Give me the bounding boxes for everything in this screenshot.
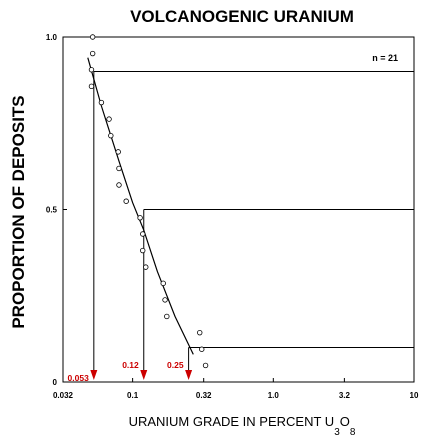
data-point [115,149,121,155]
data-point [199,346,205,352]
x-axis-label-sub1: 3 [334,427,340,438]
x-tick-label: 1.0 [268,391,280,400]
data-point [98,99,105,106]
data-point [160,280,166,287]
x-tick-label: 0.1 [127,391,139,400]
y-tick-label: 0 [53,378,58,387]
x-axis-label-sub2: 8 [350,427,356,438]
data-point [202,362,209,369]
data-point [123,198,129,204]
x-ticks: 0.032 0.1 0.32 1.0 3.2 10 [53,378,419,400]
data-point [89,34,96,40]
data-point [164,313,170,320]
data-point [137,215,143,221]
y-axis-label: PROPORTION OF DEPOSITS [9,95,28,328]
data-points [88,34,209,369]
x-axis-label-mid: O [340,414,350,429]
data-point [88,67,95,73]
reference-lines: 0.053 0.12 0.25 [68,71,414,383]
chart-title: VOLCANOGENIC URANIUM [130,7,354,26]
data-point [140,247,146,254]
reference-grade-label: 0.25 [167,360,184,370]
data-point [106,116,112,122]
arrow-down-icon [140,370,148,380]
data-point [197,329,203,336]
x-tick-label: 0.32 [196,391,212,400]
x-axis-label: URANIUM GRADE IN PERCENT U3O8 [129,414,356,438]
y-ticks: 0 0.5 1.0 [46,33,67,387]
data-point [108,132,114,139]
data-point [116,182,122,188]
data-point [162,297,168,303]
data-point [89,50,96,57]
data-point [140,231,146,237]
x-tick-label: 3.2 [339,391,351,400]
arrow-down-icon [90,370,98,380]
y-tick-label: 1.0 [46,33,58,42]
arrow-down-icon [185,370,193,380]
data-point [143,264,149,270]
y-tick-label: 0.5 [46,206,58,215]
x-axis-label-main: URANIUM GRADE IN PERCENT U [129,414,335,429]
data-point [116,165,122,172]
sample-count-label: n = 21 [372,53,398,63]
reference-grade-label: 0.12 [122,360,139,370]
x-tick-label: 0.032 [53,391,74,400]
x-tick-label: 10 [410,391,419,400]
reference-grade-label: 0.053 [68,373,90,383]
data-point [88,83,95,90]
